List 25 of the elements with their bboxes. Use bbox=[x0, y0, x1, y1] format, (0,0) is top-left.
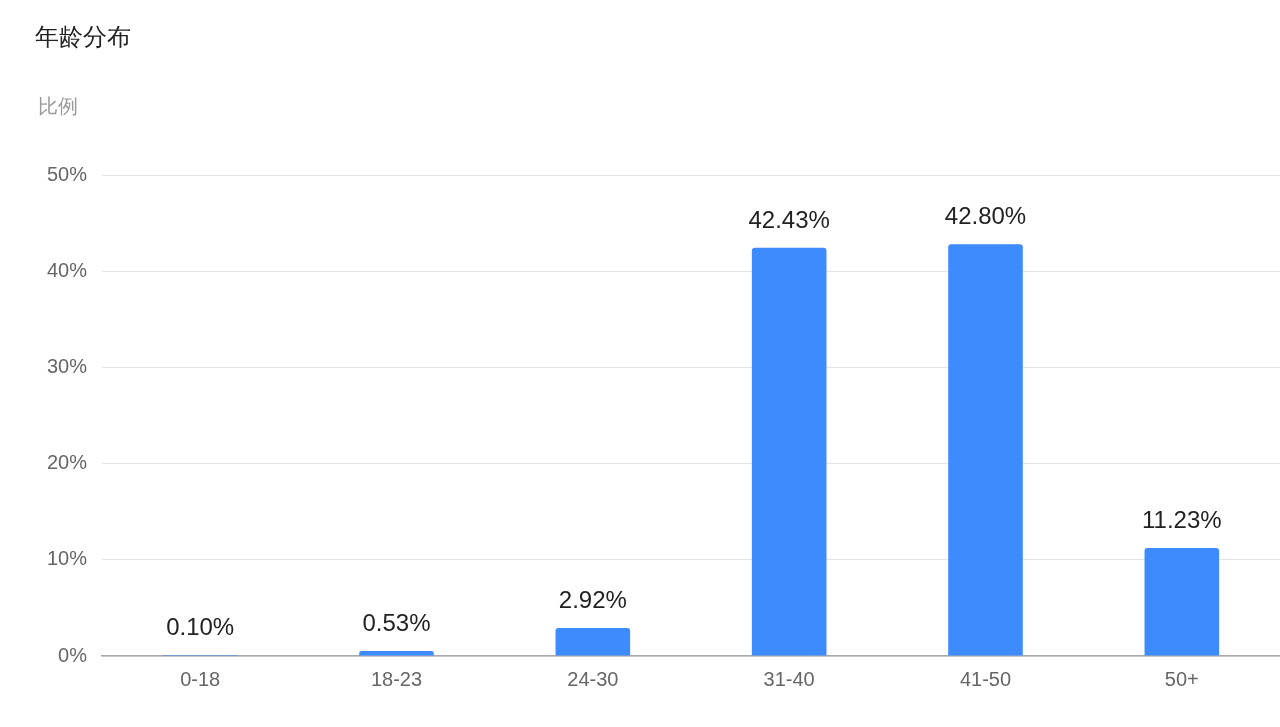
data-label: 0.10% bbox=[166, 613, 235, 641]
y-tick-label: 20% bbox=[46, 451, 88, 474]
y-axis-title: 比例 bbox=[38, 94, 78, 119]
x-tick-label: 41-50 bbox=[959, 667, 1012, 690]
bar bbox=[359, 650, 434, 656]
y-tick-label: 0% bbox=[58, 643, 88, 666]
x-tick-label: 18-23 bbox=[370, 667, 423, 690]
y-tick-label: 50% bbox=[46, 162, 88, 185]
y-tick-label: 40% bbox=[46, 258, 88, 281]
x-tick-label: 0-18 bbox=[180, 667, 221, 690]
x-tick-label: 24-30 bbox=[567, 667, 619, 690]
y-tick-label: 10% bbox=[46, 547, 88, 570]
bar bbox=[948, 244, 1023, 656]
bar bbox=[751, 247, 827, 656]
data-label: 42.80% bbox=[944, 202, 1027, 230]
y-tick-label: 30% bbox=[46, 354, 88, 377]
x-tick-label: 50+ bbox=[1164, 667, 1199, 690]
data-label: 0.53% bbox=[362, 608, 431, 636]
chart-title: 年龄分布 bbox=[35, 22, 131, 52]
data-label: 2.92% bbox=[558, 585, 627, 613]
data-label: 42.43% bbox=[748, 205, 830, 233]
x-tick-label: 31-40 bbox=[763, 667, 815, 690]
bar bbox=[1144, 547, 1220, 656]
bar bbox=[555, 627, 631, 656]
data-label: 11.23% bbox=[1142, 505, 1222, 533]
